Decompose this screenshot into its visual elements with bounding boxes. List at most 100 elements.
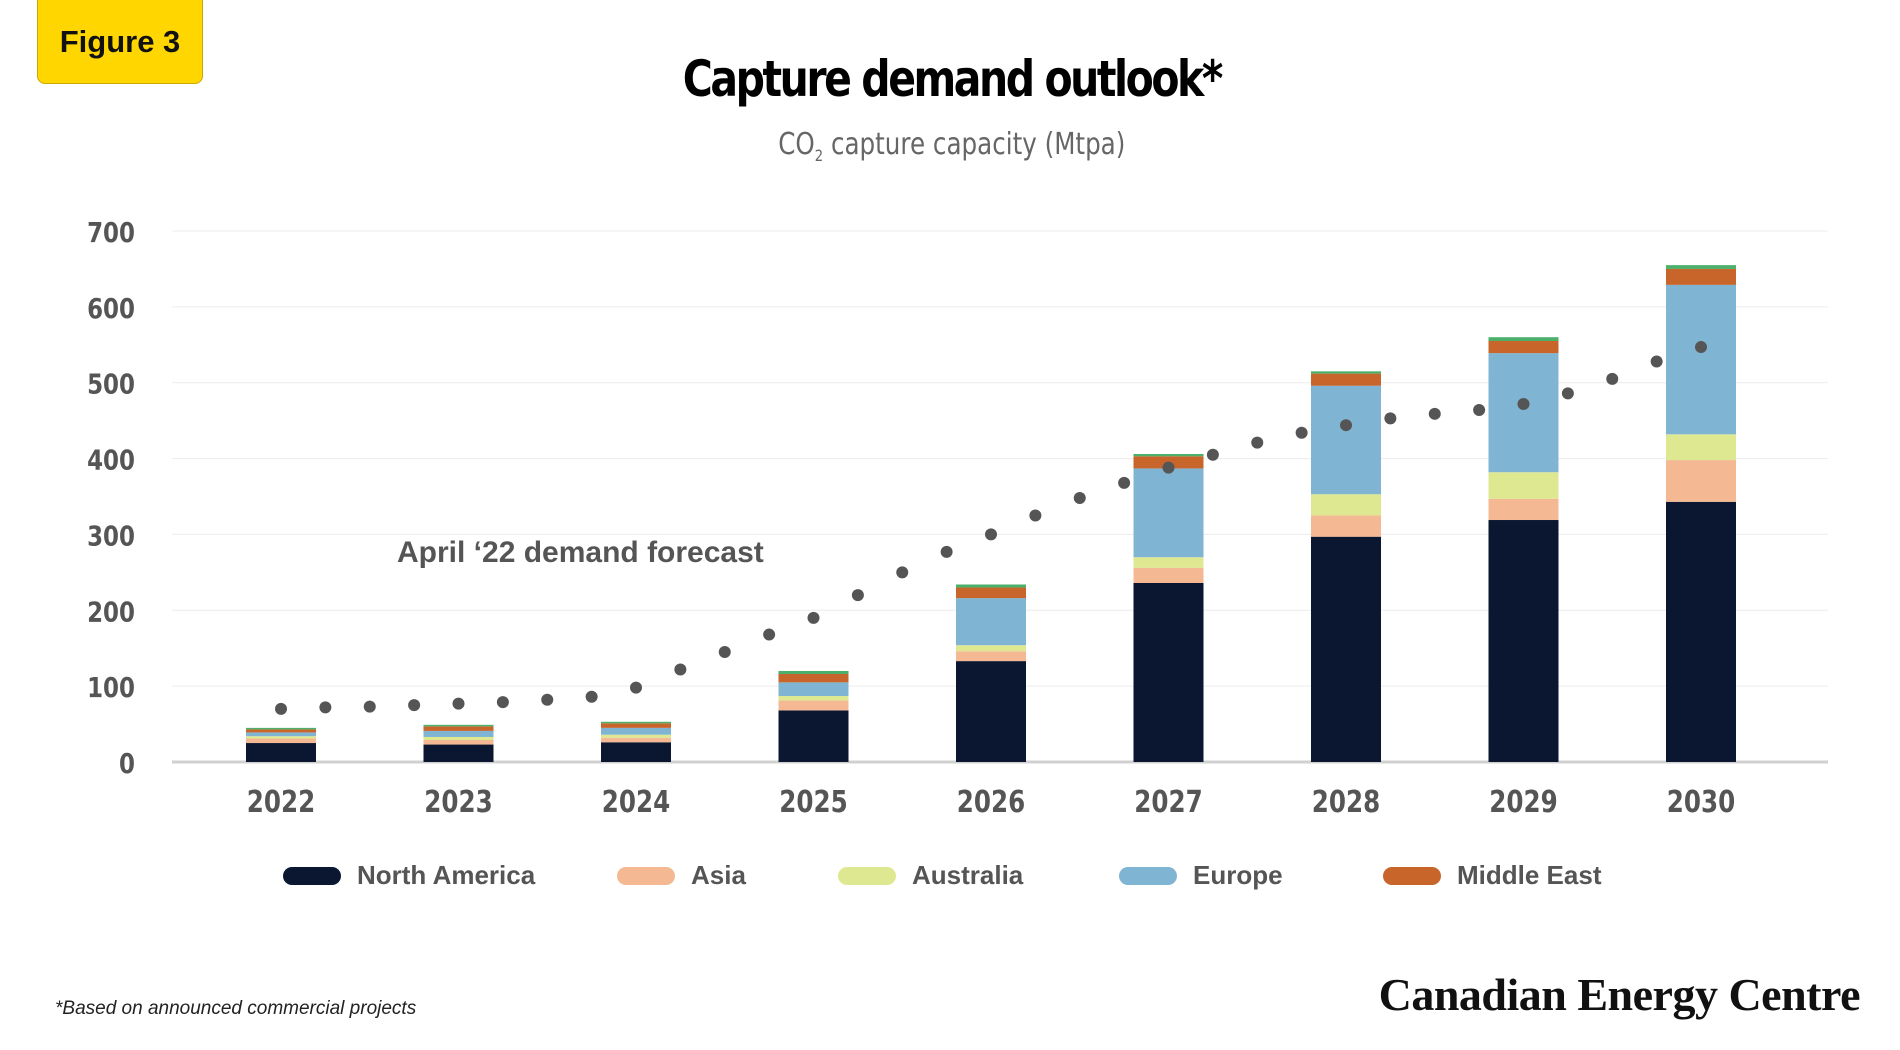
bar-segment — [778, 670, 849, 675]
legend-label-north-america: North America — [357, 860, 536, 890]
y-tick-label: 0 — [119, 748, 135, 781]
y-tick-label: 200 — [87, 596, 135, 629]
bar-segment — [1311, 385, 1381, 495]
bar-segment — [778, 710, 849, 762]
forecast-label: April ‘22 demand forecast — [397, 536, 764, 569]
forecast-point — [718, 646, 731, 659]
forecast-point — [896, 566, 909, 579]
x-tick-label: 2022 — [247, 786, 315, 820]
y-tick-label: 600 — [87, 293, 135, 326]
legend-label-asia: Asia — [691, 860, 746, 890]
bar-segment — [1488, 498, 1559, 521]
forecast-point — [674, 663, 687, 676]
bar-segment — [246, 727, 316, 730]
legend-swatch-middle-east — [1383, 866, 1441, 885]
bar-segment — [1488, 520, 1559, 762]
bar-segment — [423, 730, 494, 737]
legend-label-europe: Europe — [1193, 860, 1283, 890]
legend-item-asia: Asia — [617, 860, 746, 891]
y-tick-label: 400 — [87, 444, 135, 477]
bar-segment — [1488, 472, 1559, 499]
forecast-point — [763, 628, 776, 641]
bar-segment — [1666, 501, 1736, 762]
figure-badge: Figure 3 — [37, 0, 203, 84]
bar-segment — [1666, 268, 1736, 285]
bar-segment — [1666, 460, 1736, 502]
bar-segment — [1488, 353, 1559, 473]
forecast-point — [319, 701, 332, 714]
footnote: *Based on announced commercial projects — [55, 998, 417, 1019]
forecast-point — [1695, 341, 1707, 354]
bar-segment — [956, 645, 1026, 652]
legend-swatch-north-america — [283, 866, 341, 885]
bar-segment — [1666, 265, 1736, 269]
forecast-point — [1118, 476, 1131, 489]
legend-label-middle-east: Middle East — [1457, 860, 1602, 890]
bar-segment — [423, 744, 494, 762]
forecast-point — [452, 697, 465, 710]
bar-segment — [601, 727, 671, 735]
forecast-point — [408, 699, 421, 712]
chart-title: Capture demand outlook* — [682, 50, 1223, 108]
bar-segment — [778, 682, 849, 697]
legend-swatch-asia — [617, 866, 675, 885]
forecast-point — [940, 545, 953, 558]
bar-segment — [423, 740, 494, 745]
x-tick-label: 2023 — [424, 786, 492, 820]
forecast-point — [541, 693, 554, 706]
bar-segment — [1133, 557, 1204, 568]
forecast-point — [985, 528, 997, 541]
bar-segment — [1133, 567, 1204, 583]
forecast-point — [807, 611, 820, 624]
bar-segment — [1133, 468, 1204, 558]
bar-segment — [1311, 371, 1381, 374]
stacked-bar-chart: 0 100 200 300 400 500 600 700 2022 2023 2024 2025 20… — [87, 217, 1828, 820]
bar-segment — [778, 674, 849, 683]
x-tick-label: 2027 — [1134, 786, 1202, 820]
forecast-point — [1606, 372, 1619, 385]
bar-segment — [1311, 536, 1381, 762]
forecast-point — [585, 690, 598, 703]
legend: North America Asia Australia Europe Midd… — [0, 860, 1900, 900]
bar-segment — [601, 721, 671, 724]
bar-segment — [246, 743, 316, 762]
bar-segment — [1666, 434, 1736, 461]
forecast-point — [1206, 448, 1219, 461]
forecast-point — [1340, 419, 1352, 432]
y-tick-label: 500 — [87, 369, 135, 402]
subtitle-prefix: CO — [778, 127, 815, 162]
bar-segment — [601, 742, 671, 762]
legend-item-australia: Australia — [838, 860, 1023, 891]
bar-segment — [956, 651, 1026, 662]
bar-segment — [1133, 454, 1204, 457]
forecast-point — [1561, 387, 1574, 400]
forecast-point — [1384, 412, 1397, 425]
y-tick-label: 300 — [87, 520, 135, 553]
bar-segment — [778, 696, 849, 701]
subtitle-suffix: capture capacity (Mtpa) — [823, 127, 1126, 162]
bar-segment — [1666, 284, 1736, 435]
bar-segment — [1488, 340, 1559, 354]
legend-label-australia: Australia — [912, 860, 1024, 890]
bar-segment — [778, 700, 849, 711]
bar-segment — [956, 584, 1026, 588]
forecast-point — [1295, 426, 1308, 439]
x-tick-label: 2024 — [602, 786, 670, 820]
forecast-point — [496, 696, 509, 709]
y-tick-label: 700 — [87, 217, 135, 250]
forecast-point — [1650, 355, 1663, 368]
bar-segment — [956, 661, 1026, 762]
bar-segment — [423, 724, 494, 727]
legend-item-europe: Europe — [1119, 860, 1283, 891]
legend-item-middle-east: Middle East — [1383, 860, 1601, 891]
bar-segment — [423, 726, 494, 731]
legend-item-north-america: North America — [283, 860, 535, 891]
bar-segment — [601, 723, 671, 728]
bar-segment — [246, 736, 316, 739]
forecast-point — [275, 702, 287, 715]
forecast-point — [1029, 509, 1042, 522]
bar-segment — [1311, 494, 1381, 516]
bar-segment — [246, 729, 316, 733]
forecast-point — [363, 700, 376, 713]
bar-segment — [1133, 582, 1204, 762]
